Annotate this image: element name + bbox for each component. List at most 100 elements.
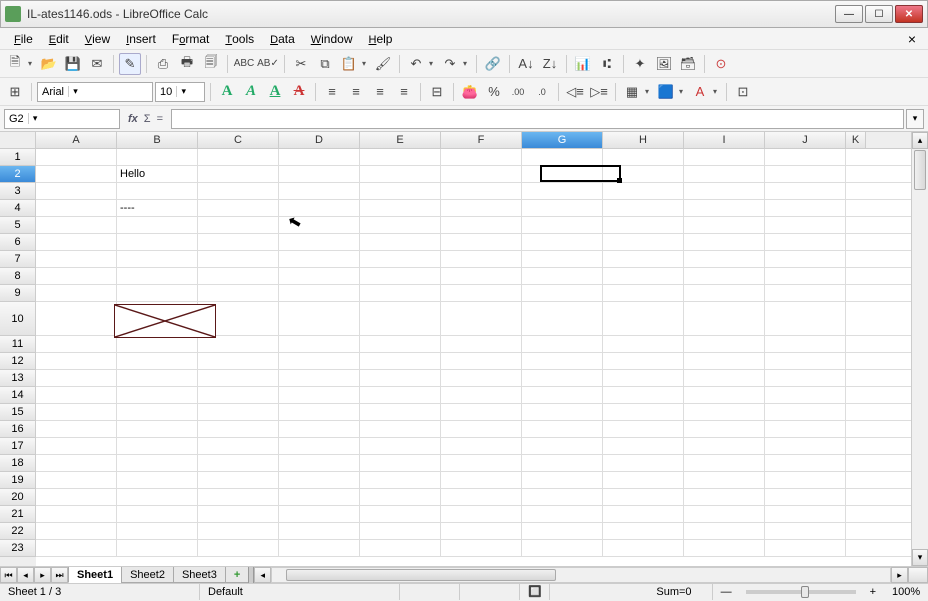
- cell-D19[interactable]: [279, 472, 360, 489]
- cell-C18[interactable]: [198, 455, 279, 472]
- cell-A18[interactable]: [36, 455, 117, 472]
- cell-A1[interactable]: [36, 149, 117, 166]
- cell-B14[interactable]: [117, 387, 198, 404]
- cell-E7[interactable]: [360, 251, 441, 268]
- status-style[interactable]: Default: [200, 584, 400, 600]
- cell-J12[interactable]: [765, 353, 846, 370]
- cell-J22[interactable]: [765, 523, 846, 540]
- cell-G6[interactable]: [522, 234, 603, 251]
- hyperlink-button[interactable]: 🔗: [482, 53, 504, 75]
- cell-B20[interactable]: [117, 489, 198, 506]
- cell-H8[interactable]: [603, 268, 684, 285]
- cell-H11[interactable]: [603, 336, 684, 353]
- cell-D2[interactable]: [279, 166, 360, 183]
- cell-B16[interactable]: [117, 421, 198, 438]
- add-decimal-button[interactable]: .00: [507, 81, 529, 103]
- cell-F18[interactable]: [441, 455, 522, 472]
- vertical-scroll-thumb[interactable]: [914, 150, 926, 190]
- cell-C15[interactable]: [198, 404, 279, 421]
- cell-I17[interactable]: [684, 438, 765, 455]
- maximize-button[interactable]: ☐: [865, 5, 893, 23]
- cell-F1[interactable]: [441, 149, 522, 166]
- cell-G13[interactable]: [522, 370, 603, 387]
- cell-B9[interactable]: [117, 285, 198, 302]
- cell-H14[interactable]: [603, 387, 684, 404]
- remove-decimal-button[interactable]: .0: [531, 81, 553, 103]
- bg-color-button[interactable]: 🟦: [655, 81, 677, 103]
- cell-D15[interactable]: [279, 404, 360, 421]
- help-button[interactable]: ⊙: [710, 53, 732, 75]
- cell-B6[interactable]: [117, 234, 198, 251]
- cell-J19[interactable]: [765, 472, 846, 489]
- filter-button[interactable]: ⑆: [596, 53, 618, 75]
- cell-A11[interactable]: [36, 336, 117, 353]
- cell-G22[interactable]: [522, 523, 603, 540]
- cell-I11[interactable]: [684, 336, 765, 353]
- cell-A5[interactable]: [36, 217, 117, 234]
- select-all-corner[interactable]: [0, 132, 36, 148]
- cell-B15[interactable]: [117, 404, 198, 421]
- cell-A15[interactable]: [36, 404, 117, 421]
- menu-help[interactable]: Help: [361, 30, 401, 48]
- paste-dropdown[interactable]: ▾: [362, 59, 370, 68]
- cell-H10[interactable]: [603, 302, 684, 336]
- cell-D18[interactable]: [279, 455, 360, 472]
- cell-I10[interactable]: [684, 302, 765, 336]
- bold-button[interactable]: A: [216, 81, 238, 103]
- cell-I4[interactable]: [684, 200, 765, 217]
- cell-C8[interactable]: [198, 268, 279, 285]
- close-button[interactable]: ✕: [895, 5, 923, 23]
- cell-C5[interactable]: [198, 217, 279, 234]
- cells-area[interactable]: Hello---- ⬉: [36, 149, 928, 566]
- cell-F19[interactable]: [441, 472, 522, 489]
- row-header-2[interactable]: 2: [0, 166, 36, 183]
- navigator-button[interactable]: ✦: [629, 53, 651, 75]
- cell-A17[interactable]: [36, 438, 117, 455]
- formula-input[interactable]: [171, 109, 904, 129]
- tab-first-button[interactable]: ⏮: [0, 567, 17, 583]
- status-selection-mode[interactable]: [460, 584, 520, 600]
- cell-H5[interactable]: [603, 217, 684, 234]
- zoom-out-button[interactable]: —: [713, 584, 740, 600]
- row-header-12[interactable]: 12: [0, 353, 36, 370]
- cell-E17[interactable]: [360, 438, 441, 455]
- undo-dropdown[interactable]: ▾: [429, 59, 437, 68]
- cell-I19[interactable]: [684, 472, 765, 489]
- styles-button[interactable]: ⊞: [4, 81, 26, 103]
- column-header-G[interactable]: G: [522, 132, 603, 148]
- row-header-5[interactable]: 5: [0, 217, 36, 234]
- cell-D14[interactable]: [279, 387, 360, 404]
- hscroll-left-button[interactable]: ◂: [254, 567, 271, 583]
- decrease-indent-button[interactable]: ◁≡: [564, 81, 586, 103]
- sheet-tab-sheet2[interactable]: Sheet2: [121, 567, 174, 583]
- cell-A7[interactable]: [36, 251, 117, 268]
- cell-E13[interactable]: [360, 370, 441, 387]
- cell-A16[interactable]: [36, 421, 117, 438]
- cell-E2[interactable]: [360, 166, 441, 183]
- cell-A14[interactable]: [36, 387, 117, 404]
- cell-C13[interactable]: [198, 370, 279, 387]
- cell-C23[interactable]: [198, 540, 279, 557]
- cell-B12[interactable]: [117, 353, 198, 370]
- cell-I12[interactable]: [684, 353, 765, 370]
- cell-D3[interactable]: [279, 183, 360, 200]
- function-wizard-icon[interactable]: fx: [128, 113, 138, 125]
- cell-E3[interactable]: [360, 183, 441, 200]
- row-header-23[interactable]: 23: [0, 540, 36, 557]
- edit-mode-button[interactable]: ✎: [119, 53, 141, 75]
- cell-E21[interactable]: [360, 506, 441, 523]
- cell-D4[interactable]: [279, 200, 360, 217]
- cell-F5[interactable]: [441, 217, 522, 234]
- menu-tools[interactable]: Tools: [217, 30, 262, 48]
- cell-G20[interactable]: [522, 489, 603, 506]
- cell-J2[interactable]: [765, 166, 846, 183]
- cell-B11[interactable]: [117, 336, 198, 353]
- cell-H13[interactable]: [603, 370, 684, 387]
- cell-G18[interactable]: [522, 455, 603, 472]
- row-header-21[interactable]: 21: [0, 506, 36, 523]
- italic-button[interactable]: A: [240, 81, 262, 103]
- zoom-value[interactable]: 100%: [884, 584, 928, 600]
- cell-A8[interactable]: [36, 268, 117, 285]
- column-header-C[interactable]: C: [198, 132, 279, 148]
- cell-C3[interactable]: [198, 183, 279, 200]
